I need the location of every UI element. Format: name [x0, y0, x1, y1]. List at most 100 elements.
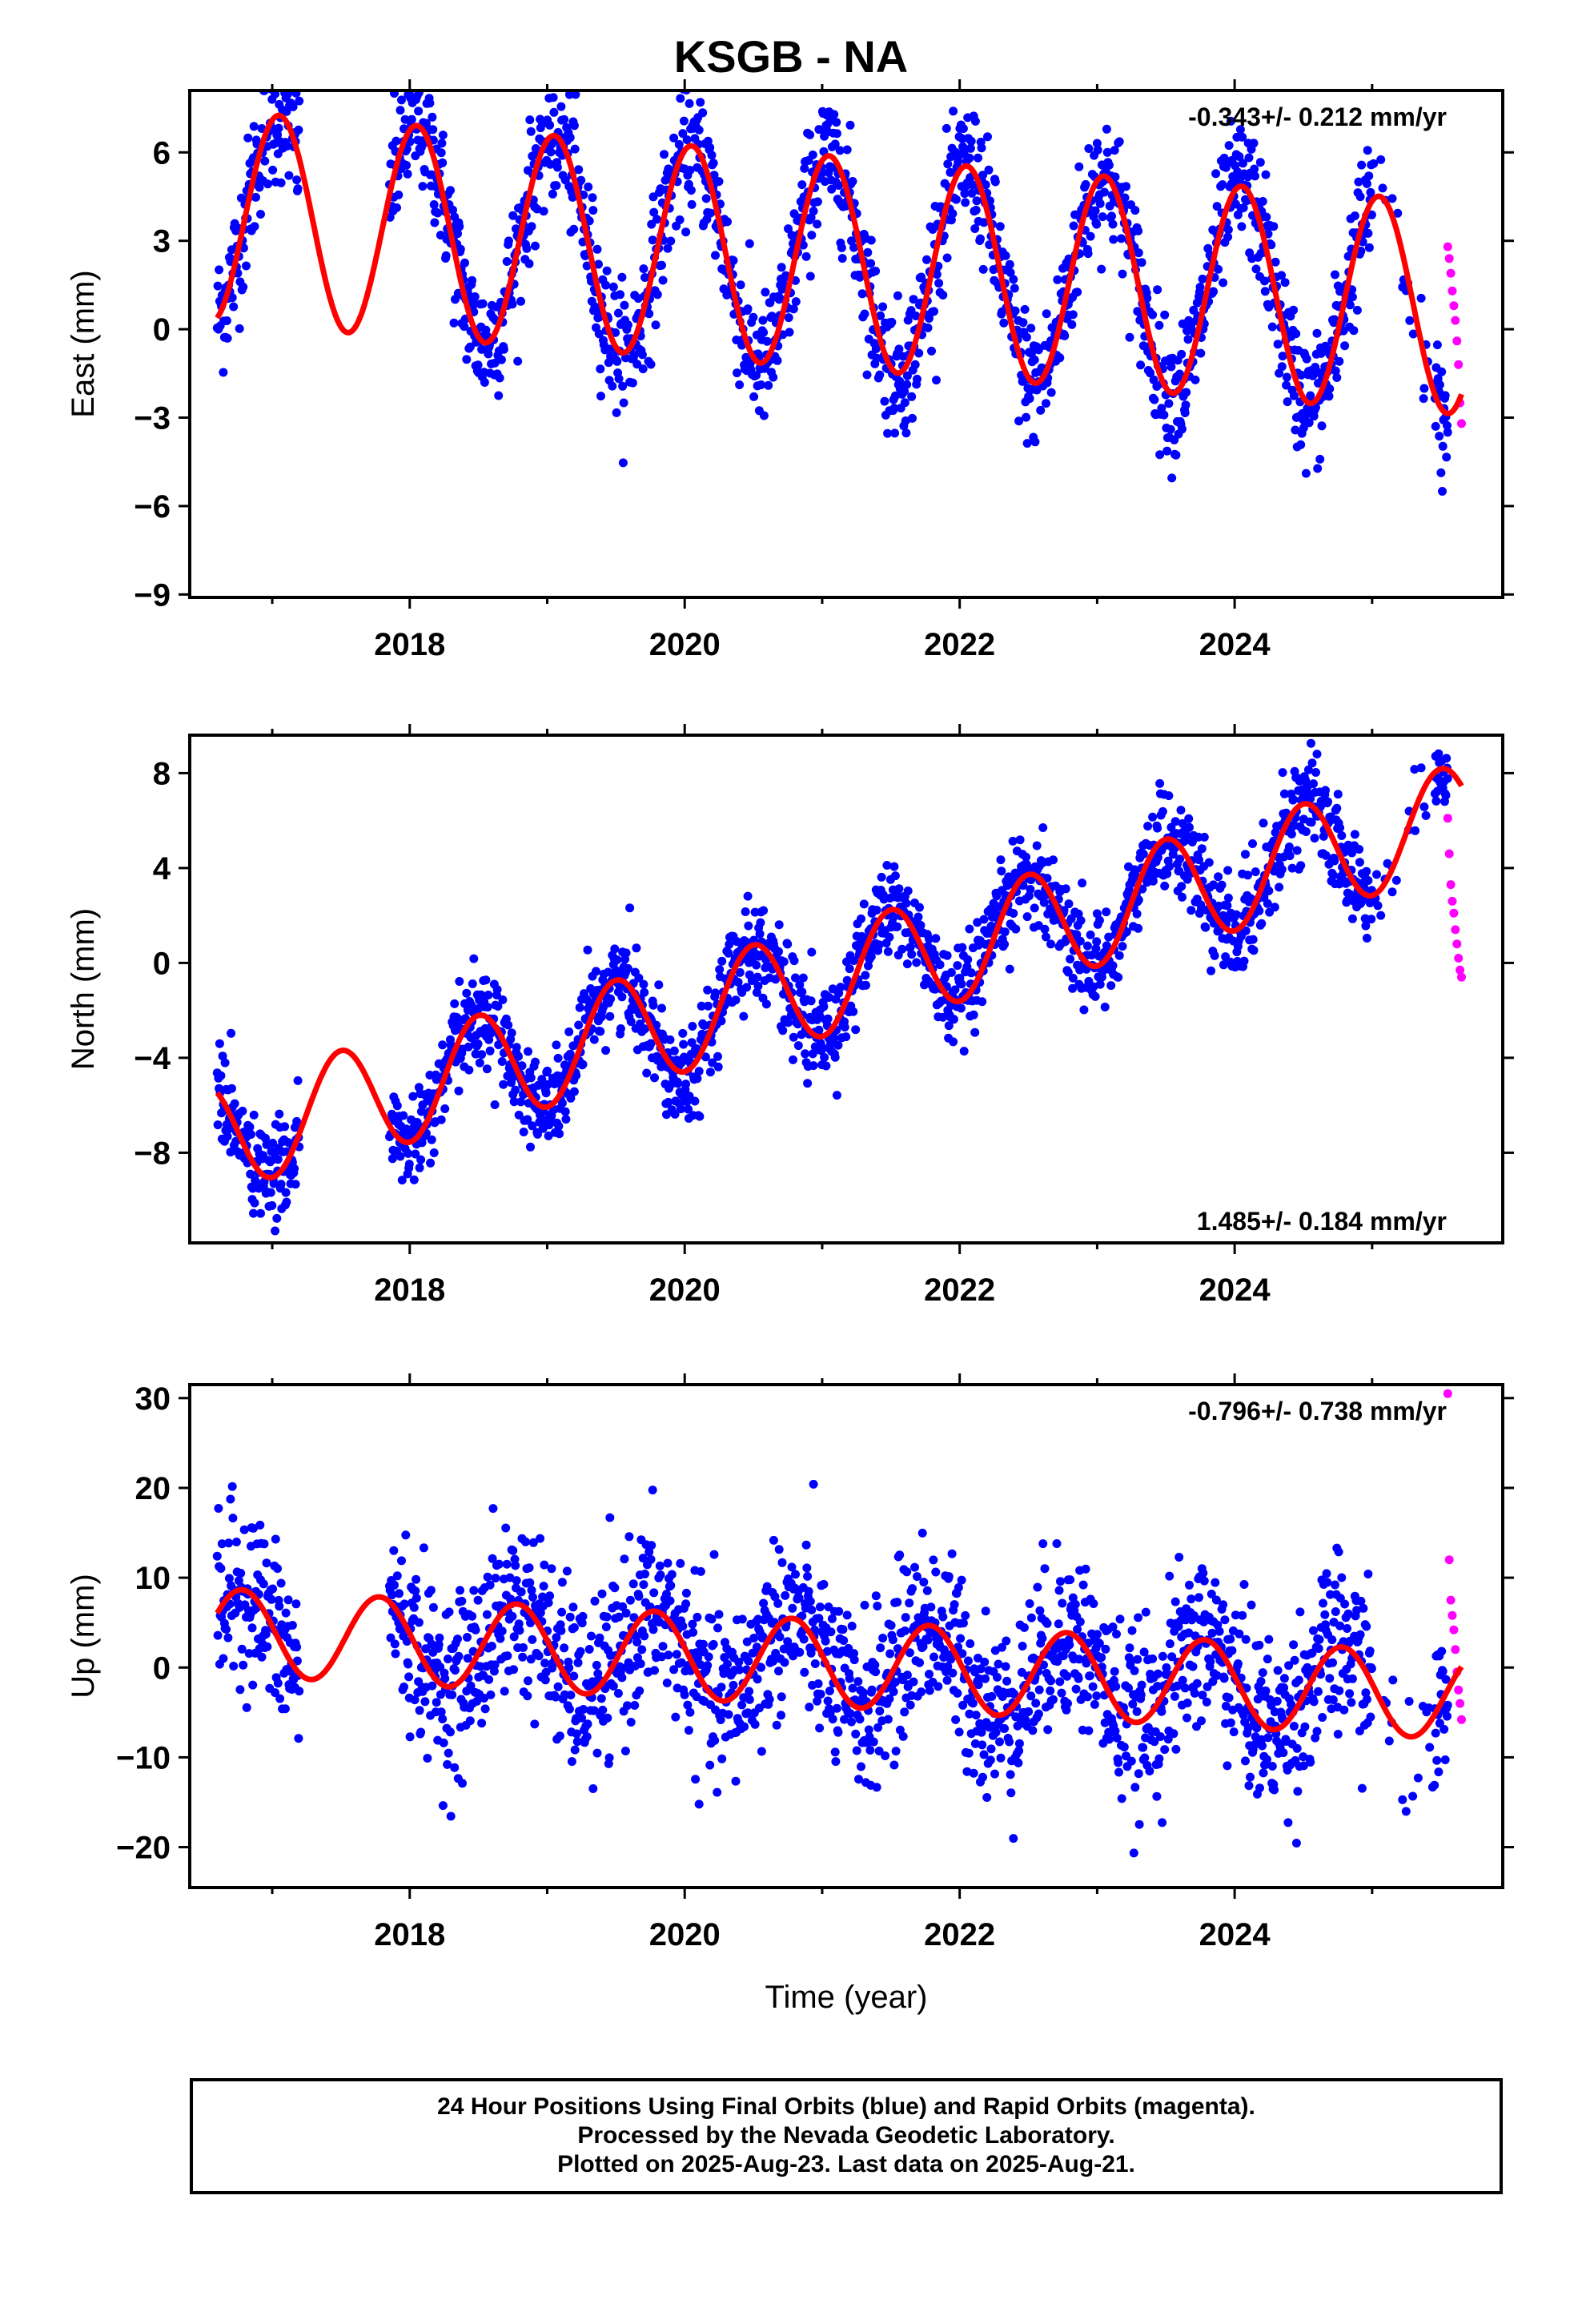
data-point	[398, 74, 407, 82]
data-point	[877, 873, 886, 882]
data-point	[1274, 340, 1283, 348]
data-point	[267, 1188, 275, 1197]
data-point	[531, 1058, 540, 1067]
data-point	[1262, 171, 1271, 179]
data-point	[1357, 161, 1366, 170]
data-point	[568, 1602, 577, 1611]
data-point	[404, 1672, 413, 1681]
data-point	[1313, 750, 1322, 758]
data-point	[778, 1558, 787, 1567]
y-axis-label: North (mm)	[66, 908, 101, 1070]
data-point	[620, 301, 628, 310]
rapid-point	[1452, 939, 1461, 948]
data-point	[1118, 942, 1127, 951]
data-point	[838, 254, 847, 263]
data-point	[1026, 324, 1035, 332]
data-point	[749, 313, 757, 322]
data-point	[588, 193, 597, 202]
y-tick-label: 0	[153, 946, 171, 981]
data-point	[543, 1067, 552, 1076]
data-point	[995, 1738, 1004, 1747]
data-point	[500, 345, 508, 354]
data-point	[861, 1601, 869, 1610]
data-point	[866, 259, 875, 268]
data-point	[1388, 887, 1397, 896]
data-point	[903, 959, 912, 968]
data-point	[537, 73, 546, 82]
data-point	[1411, 826, 1419, 835]
data-point	[629, 1579, 638, 1588]
data-point	[1335, 823, 1344, 832]
data-point	[451, 1666, 460, 1675]
data-point	[527, 127, 536, 136]
data-point	[1047, 388, 1056, 397]
data-point	[1167, 473, 1176, 482]
data-point	[982, 1793, 991, 1802]
data-point	[216, 1564, 225, 1573]
data-point	[498, 1057, 507, 1066]
data-point	[499, 1080, 508, 1089]
data-point	[1015, 1739, 1024, 1748]
data-point	[811, 1659, 820, 1668]
data-point	[415, 1618, 424, 1627]
data-point	[508, 1028, 516, 1037]
data-point	[961, 198, 970, 207]
data-point	[481, 975, 490, 984]
data-point	[689, 1628, 697, 1637]
data-point	[777, 1692, 786, 1701]
data-point	[554, 1683, 563, 1691]
data-point	[833, 1041, 842, 1050]
data-point	[408, 115, 416, 124]
data-point	[978, 1740, 986, 1749]
data-point	[223, 1634, 232, 1642]
data-point	[970, 1011, 978, 1019]
data-point	[1419, 384, 1428, 393]
data-point	[1379, 183, 1387, 192]
data-point	[603, 267, 612, 275]
data-point	[1182, 400, 1191, 409]
x-tick-label: 2024	[1199, 627, 1271, 662]
data-point	[444, 1655, 452, 1663]
data-point	[1436, 726, 1445, 734]
data-point	[670, 1047, 679, 1055]
data-point	[709, 159, 718, 167]
data-point	[614, 309, 623, 318]
data-point	[455, 1652, 464, 1661]
data-point	[752, 961, 761, 970]
data-point	[917, 921, 926, 930]
data-point	[574, 1659, 583, 1667]
rapid-point	[1457, 419, 1466, 428]
data-point	[1250, 139, 1259, 147]
data-point	[900, 1707, 909, 1716]
plot-frame	[190, 90, 1503, 597]
data-point	[697, 1567, 705, 1576]
data-point	[833, 1091, 841, 1100]
data-point	[1030, 437, 1039, 446]
data-point	[601, 1046, 610, 1055]
data-point	[1102, 125, 1111, 134]
data-point	[292, 1642, 301, 1651]
data-point	[405, 1160, 414, 1168]
data-point	[1315, 455, 1324, 464]
y-axis-label: East (mm)	[66, 270, 101, 417]
data-point	[273, 1564, 282, 1573]
data-point	[753, 1675, 762, 1683]
x-tick-label: 2022	[924, 627, 995, 662]
data-point	[1148, 311, 1157, 320]
data-point	[1363, 934, 1371, 943]
data-point	[236, 1569, 245, 1578]
data-point	[260, 1539, 269, 1548]
data-point	[865, 1746, 874, 1755]
data-point	[861, 310, 869, 319]
data-point	[1256, 158, 1265, 167]
data-point	[430, 219, 439, 227]
data-point	[479, 300, 488, 308]
data-point	[800, 1634, 809, 1643]
data-point	[1171, 451, 1180, 460]
data-point	[821, 1637, 830, 1646]
data-point	[799, 974, 808, 983]
data-point	[390, 1581, 399, 1590]
data-point	[484, 1573, 492, 1582]
data-point	[902, 1567, 911, 1576]
data-point	[622, 1609, 631, 1618]
